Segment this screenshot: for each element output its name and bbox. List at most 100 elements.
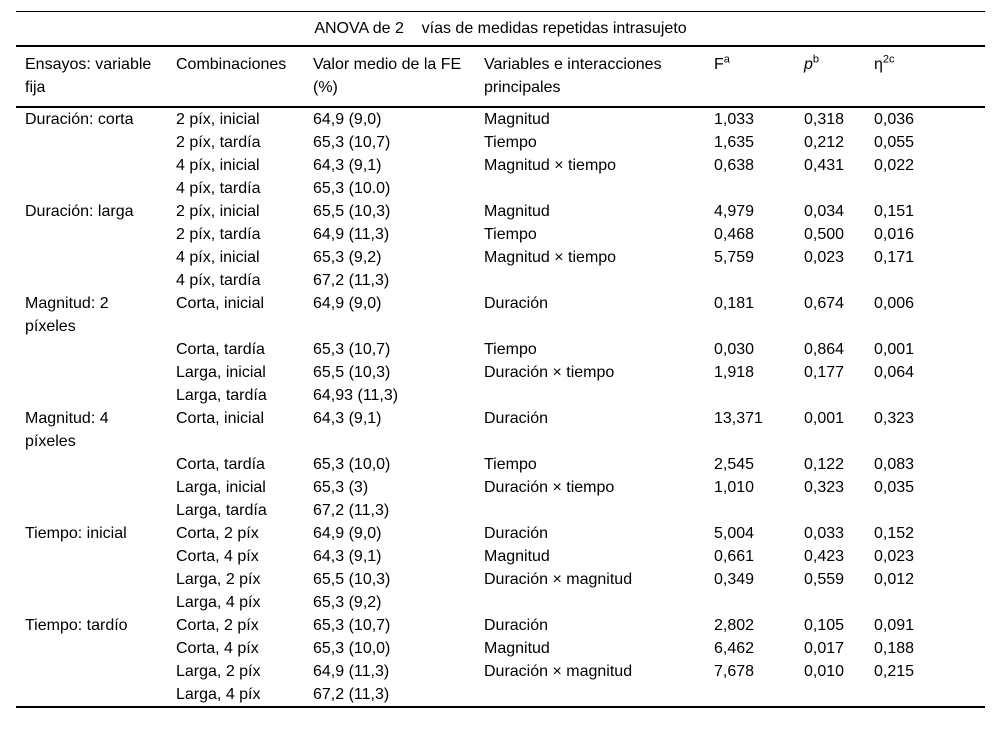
table-cell: 0,212: [804, 134, 845, 151]
table-cell: 65,3 (10,0): [313, 640, 391, 657]
table-cell: 0,034: [804, 203, 845, 220]
table-cell: [714, 384, 804, 407]
table-cell: 65,3 (10.0): [313, 180, 391, 197]
table-cell: [16, 476, 176, 499]
table-cell: 64,9 (11,3): [313, 663, 390, 680]
table-cell: Larga, inicial: [176, 364, 266, 381]
table-cell: 6,462: [714, 640, 755, 657]
table-cell: Larga, 4 píx: [176, 594, 261, 611]
table-cell: [16, 683, 176, 707]
table-cell: Tiempo: [484, 134, 537, 151]
table-cell: [484, 683, 714, 707]
table-cell: 0,105: [804, 617, 845, 634]
table-cell: 5,759: [714, 249, 755, 266]
table-cell: [714, 315, 804, 338]
table-row: píxeles: [16, 315, 985, 338]
table-cell: [16, 453, 176, 476]
top-rule: [16, 11, 985, 12]
table-row: píxeles: [16, 430, 985, 453]
table-cell: [804, 269, 874, 292]
table-cell: Larga, tardía: [176, 502, 267, 519]
table-cell: Duración × magnitud: [484, 571, 633, 588]
table-cell: Magnitud: 2: [25, 295, 109, 312]
table-cell: [874, 315, 985, 338]
table-cell: 2,802: [714, 617, 755, 634]
table-cell: 0,022: [874, 157, 915, 174]
table-cell: Tiempo: [484, 341, 537, 358]
table-cell: 0,500: [804, 226, 845, 243]
table-cell: Magnitud: [484, 548, 550, 565]
table-cell: [874, 269, 985, 292]
table-cell: 4 píx, tardía: [176, 272, 261, 289]
table-cell: [484, 430, 714, 453]
table-row: 2 píx, tardía 64,9 (11,3) Tiempo 0,468 0,500…: [16, 223, 985, 246]
table-cell: [804, 177, 874, 200]
table-cell: 0,091: [874, 617, 915, 634]
table-cell: 0,030: [714, 341, 755, 358]
table-cell: 2 píx, tardía: [176, 134, 261, 151]
table-cell: [714, 269, 804, 292]
table-cell: [313, 315, 484, 338]
table-cell: 0,215: [874, 663, 915, 680]
table-cell: [16, 384, 176, 407]
table-row: Larga, tardía 64,93 (11,3): [16, 384, 985, 407]
table-cell: Tiempo: [484, 226, 537, 243]
table-cell: [804, 430, 874, 453]
table-cell: 4,979: [714, 203, 755, 220]
table-cell: Magnitud: [484, 111, 550, 128]
column-header-label: Combinaciones: [176, 56, 287, 73]
table-cell: Larga, 2 píx: [176, 571, 261, 588]
table-cell: Larga, 2 píx: [176, 663, 261, 680]
table-cell: [16, 154, 176, 177]
table-row: Corta, tardía 65,3 (10,0) Tiempo 2,545 0,122…: [16, 453, 985, 476]
table-cell: 0,152: [874, 525, 915, 542]
table-cell: 64,9 (9,0): [313, 295, 382, 312]
table-cell: 0,349: [714, 571, 755, 588]
table-header: Ensayos: variable fija Combinaciones Valor…: [16, 45, 985, 108]
column-header-f: Fa: [714, 45, 804, 108]
table-cell: Larga, tardía: [176, 387, 267, 404]
table-row: 4 píx, inicial 65,3 (9,2) Magnitud × tiemp…: [16, 246, 985, 269]
table-cell: 0,638: [714, 157, 755, 174]
table-cell: Corta, tardía: [176, 456, 265, 473]
table-cell: [874, 591, 985, 614]
table-cell: [874, 683, 985, 707]
table-cell: 0,864: [804, 341, 845, 358]
table-row: Larga, 4 píx 65,3 (9,2): [16, 591, 985, 614]
anova-table: Ensayos: variable fija Combinaciones Valor…: [16, 45, 985, 708]
table-cell: Corta, tardía: [176, 341, 265, 358]
table-cell: [16, 338, 176, 361]
table-cell: 0,188: [874, 640, 915, 657]
table-cell: Duración: larga: [25, 203, 134, 220]
table-cell: Corta, 4 píx: [176, 640, 259, 657]
table-row: Tiempo: tardío Corta, 2 píx 65,3 (10,7) Dur…: [16, 614, 985, 637]
table-cell: [16, 499, 176, 522]
table-cell: 0,064: [874, 364, 915, 381]
table-cell: 0,431: [804, 157, 845, 174]
table-cell: 4 píx, tardía: [176, 180, 261, 197]
table-cell: 64,93 (11,3): [313, 387, 399, 404]
table-cell: 5,004: [714, 525, 755, 542]
table-cell: [804, 315, 874, 338]
table-cell: 0,001: [804, 410, 845, 427]
table-cell: [714, 683, 804, 707]
table-cell: Duración: [484, 295, 549, 312]
table-cell: [714, 177, 804, 200]
table-cell: [16, 246, 176, 269]
table-cell: 0,559: [804, 571, 845, 588]
table-cell: 64,9 (9,0): [313, 525, 382, 542]
table-row: Larga, 4 píx 67,2 (11,3): [16, 683, 985, 707]
table-cell: Duración: [484, 525, 549, 542]
table-cell: [874, 384, 985, 407]
table-cell: 13,371: [714, 410, 763, 427]
table-cell: 64,3 (9,1): [313, 410, 382, 427]
table-cell: 0,017: [804, 640, 845, 657]
table-row: Tiempo: inicial Corta, 2 píx 64,9 (9,0) Dur…: [16, 522, 985, 545]
table-cell: 65,5 (10,3): [313, 571, 391, 588]
table-cell: 4 píx, inicial: [176, 249, 260, 266]
table-row: Corta, tardía 65,3 (10,7) Tiempo 0,030 0,864…: [16, 338, 985, 361]
table-cell: 64,3 (9,1): [313, 548, 382, 565]
table-cell: 0,033: [804, 525, 845, 542]
table-cell: 1,010: [714, 479, 755, 496]
column-header-label: Valor medio de la FE (%): [313, 56, 462, 96]
